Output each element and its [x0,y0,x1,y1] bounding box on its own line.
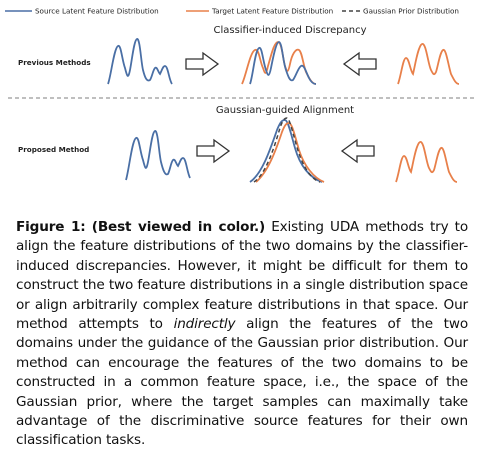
caption-text-part2: align the features of the two domains un… [16,316,468,449]
bottom-right-arrow-3 [196,138,231,164]
bottom-target-curve [395,141,458,183]
caption-text-part1: Existing UDA methods try to align the fe… [16,219,469,333]
bottom-source-aligned-curve [249,119,323,183]
bottom-source-curve [125,130,191,181]
legend-target-label: Target Latent Feature Distribution [211,7,333,16]
top-row-label: Previous Methods [18,58,91,67]
legend: Source Latent Feature Distribution Targe… [5,7,459,16]
top-right-arrow-1 [185,51,220,77]
top-row-title: Classifier-induced Discrepancy [213,25,366,36]
bottom-row-label: Proposed Method [18,145,89,154]
bottom-target-aligned-curve [255,122,325,183]
top-target-curve [397,43,460,85]
legend-source-label: Source Latent Feature Distribution [35,7,159,16]
caption-emphasis: indirectly [173,316,236,333]
bottom-row-title: Gaussian-guided Alignment [216,105,354,116]
caption-label: Figure 1: [16,219,86,235]
bottom-gaussian-prior-curve [253,117,321,183]
top-source-curve [107,38,173,85]
figure-1-diagram: Source Latent Feature Distribution Targe… [5,7,474,183]
top-left-arrow-2 [342,51,377,77]
bottom-left-arrow-4 [340,138,375,164]
figure-caption: Figure 1: (Best viewed in color.) Existi… [16,218,468,451]
top-mixed-source-curve [249,41,317,85]
caption-bold-note: (Best viewed in color.) [91,219,266,235]
legend-prior-label: Gaussian Prior Distribution [363,7,459,16]
top-mixed-target-curve [241,41,317,85]
